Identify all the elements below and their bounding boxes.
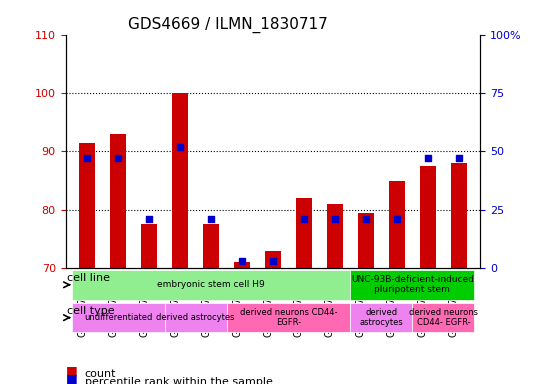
Point — [269, 258, 277, 265]
Text: derived astrocytes: derived astrocytes — [156, 313, 235, 322]
Bar — [173, 93, 188, 268]
Bar — [234, 263, 250, 268]
Point — [238, 258, 246, 265]
Point — [300, 216, 308, 222]
Text: cell type: cell type — [67, 306, 115, 316]
Text: UNC-93B-deficient-induced
pluripotent stem: UNC-93B-deficient-induced pluripotent st… — [351, 275, 474, 295]
Point — [424, 156, 432, 162]
Bar — [389, 180, 405, 268]
FancyBboxPatch shape — [351, 270, 474, 300]
Text: cell line: cell line — [67, 273, 110, 283]
Bar — [80, 143, 95, 268]
FancyBboxPatch shape — [412, 303, 474, 333]
Point — [393, 216, 401, 222]
FancyBboxPatch shape — [351, 303, 412, 333]
Bar — [203, 225, 219, 268]
Text: undifferentiated: undifferentiated — [84, 313, 152, 322]
Bar — [358, 213, 373, 268]
Point — [145, 216, 153, 222]
Text: derived neurons CD44-
EGFR-: derived neurons CD44- EGFR- — [240, 308, 337, 327]
Text: percentile rank within the sample: percentile rank within the sample — [85, 377, 272, 384]
Text: derived neurons
CD44- EGFR-: derived neurons CD44- EGFR- — [409, 308, 478, 327]
Bar — [296, 198, 312, 268]
Text: embryonic stem cell H9: embryonic stem cell H9 — [157, 280, 265, 289]
Point — [83, 156, 92, 162]
Bar — [141, 225, 157, 268]
Text: ■: ■ — [66, 372, 78, 384]
Text: count: count — [85, 369, 116, 379]
Bar — [110, 134, 126, 268]
Point — [114, 156, 122, 162]
Point — [330, 216, 339, 222]
Bar — [265, 251, 281, 268]
FancyBboxPatch shape — [72, 270, 351, 300]
FancyBboxPatch shape — [72, 303, 164, 333]
Bar — [327, 204, 343, 268]
FancyBboxPatch shape — [227, 303, 351, 333]
Point — [361, 216, 370, 222]
Text: derived
astrocytes: derived astrocytes — [359, 308, 403, 327]
Text: ■: ■ — [66, 364, 78, 377]
Bar — [451, 163, 466, 268]
Point — [176, 144, 185, 150]
FancyBboxPatch shape — [164, 303, 227, 333]
Text: GDS4669 / ILMN_1830717: GDS4669 / ILMN_1830717 — [128, 17, 328, 33]
Point — [454, 156, 463, 162]
Point — [207, 216, 216, 222]
Bar — [420, 166, 436, 268]
